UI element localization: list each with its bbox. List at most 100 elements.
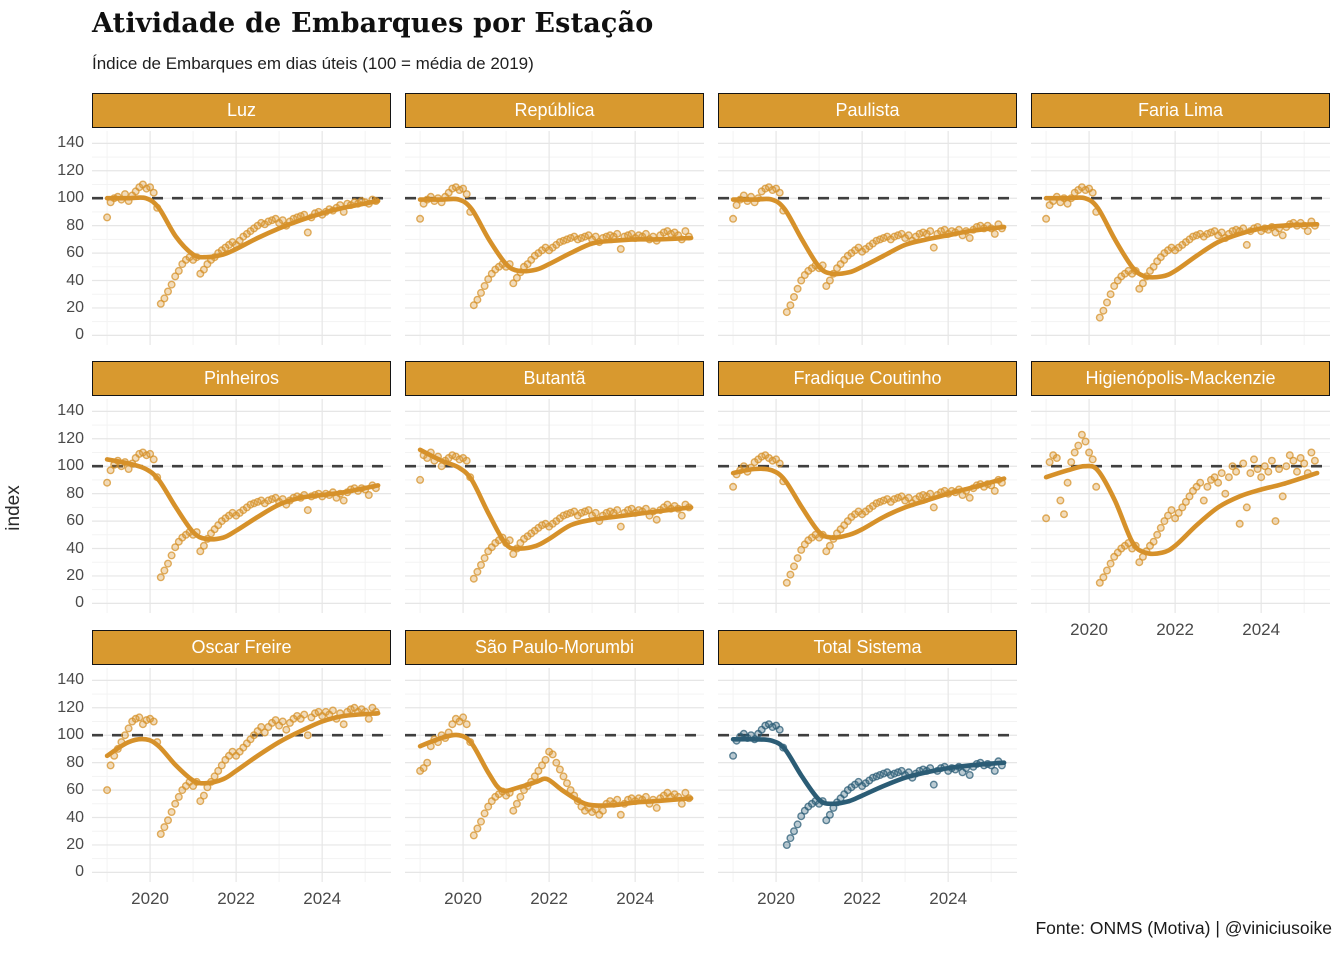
data-point (103, 786, 112, 795)
data-point (469, 574, 478, 583)
trend-line-higienopolis-mackenzie (1043, 463, 1320, 557)
x-axis-tick-label: 2022 (843, 889, 882, 908)
data-point (904, 493, 913, 502)
data-point (146, 183, 155, 192)
data-point (681, 788, 690, 797)
data-point (1310, 456, 1319, 465)
data-point (797, 276, 806, 285)
data-point (328, 706, 337, 715)
data-point (156, 829, 165, 838)
data-point (462, 456, 471, 465)
data-point (1163, 511, 1172, 520)
data-point (196, 547, 205, 556)
data-point (1085, 448, 1094, 457)
data-point (1081, 437, 1090, 446)
data-point (1271, 517, 1280, 526)
data-point (1253, 464, 1262, 473)
y-axis-tick-label: 140 (57, 134, 84, 152)
data-point (476, 560, 485, 569)
trend-line-sao-paulo-morumbi (417, 732, 694, 808)
x-axis-tick-label: 2020 (444, 889, 482, 908)
facet-strip-higienopolis-mackenzie: Higienópolis-Mackenzie (1031, 361, 1330, 396)
data-point (1135, 558, 1144, 567)
data-point (1102, 298, 1111, 307)
data-point (1257, 473, 1266, 482)
gridlines-fradique-coutinho (718, 399, 1017, 613)
y-axis-tick-label: 60 (66, 781, 84, 799)
data-point (1095, 578, 1104, 587)
data-point (548, 750, 557, 759)
data-point (171, 799, 180, 808)
panel-pinheiros (92, 399, 391, 613)
data-point (171, 272, 180, 281)
data-point (825, 541, 834, 550)
data-point (1181, 497, 1190, 506)
data-point (929, 243, 938, 252)
data-point (822, 281, 831, 290)
data-point (419, 764, 428, 773)
facet-strip-pinheiros: Pinheiros (92, 361, 391, 396)
data-point (364, 714, 373, 723)
data-point (1070, 448, 1079, 457)
data-point (163, 816, 172, 825)
data-point (1242, 240, 1251, 249)
data-point (652, 803, 661, 812)
data-point (1045, 458, 1054, 467)
data-point (782, 840, 791, 849)
data-point (1056, 496, 1065, 505)
data-point (217, 761, 226, 770)
y-axis-tick-label: 140 (57, 671, 84, 689)
data-point (591, 232, 600, 241)
scatter-points-faria-lima (1042, 183, 1319, 322)
facet-strip-sao-paulo-morumbi: São Paulo-Morumbi (405, 630, 704, 665)
trend-line-butanta (417, 447, 694, 551)
y-axis-tick-label: 40 (66, 539, 84, 557)
data-point (797, 545, 806, 554)
data-point (171, 543, 180, 552)
data-point (473, 295, 482, 304)
data-point (199, 265, 208, 274)
x-axis-tick-label: 2024 (616, 889, 655, 908)
data-point (591, 508, 600, 517)
panel-republica (405, 131, 704, 345)
data-point (462, 190, 471, 199)
panel-oscar-freire (92, 668, 391, 882)
data-point (929, 503, 938, 512)
data-point (199, 791, 208, 800)
data-point (103, 213, 112, 222)
data-point (1138, 279, 1147, 288)
source-caption: Fonte: ONMS (Motiva) | @viniciusoike (1035, 918, 1332, 938)
y-axis-tick-label: 120 (57, 429, 84, 447)
data-point (516, 792, 525, 801)
chart-title: Atividade de Embarques por Estação (92, 8, 654, 39)
facet-strip-fradique-coutinho: Fradique Coutinho (718, 361, 1017, 396)
data-point (613, 229, 622, 238)
data-point (156, 299, 165, 308)
data-point (260, 728, 269, 737)
data-point (1264, 467, 1273, 476)
data-point (423, 758, 432, 767)
y-axis-tick-label: 20 (66, 835, 84, 853)
data-point (480, 809, 489, 818)
data-point (1278, 492, 1287, 501)
data-point (469, 301, 478, 310)
facet-strip-republica: República (405, 93, 704, 128)
data-point (598, 806, 607, 815)
data-point (512, 273, 521, 282)
data-point (1196, 478, 1205, 487)
data-point (1232, 467, 1241, 476)
data-point (103, 478, 112, 487)
data-point (121, 731, 130, 740)
data-point (1217, 228, 1226, 237)
data-point (822, 547, 831, 556)
data-point (782, 308, 791, 317)
panel-butanta (405, 399, 704, 613)
data-point (480, 554, 489, 563)
data-point (789, 292, 798, 301)
y-axis-title: index (3, 485, 24, 531)
data-point (163, 287, 172, 296)
data-point (1210, 473, 1219, 482)
data-point (339, 720, 348, 729)
data-point (1110, 281, 1119, 290)
